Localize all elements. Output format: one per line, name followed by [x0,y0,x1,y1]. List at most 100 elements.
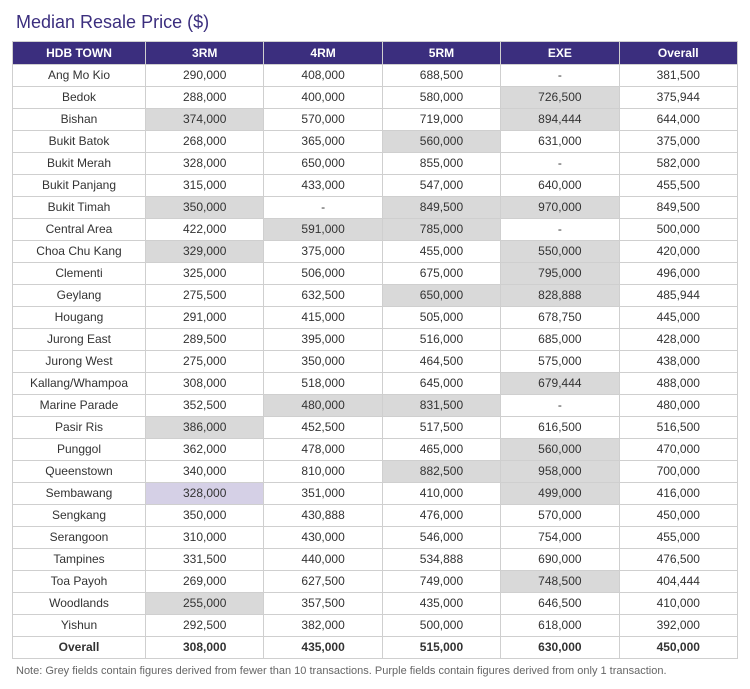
town-cell: Bedok [13,87,146,109]
value-cell: 688,500 [382,65,500,87]
value-cell: 435,000 [264,637,382,659]
town-cell: Pasir Ris [13,417,146,439]
value-cell: 365,000 [264,131,382,153]
value-cell: 645,000 [382,373,500,395]
value-cell: 435,000 [382,593,500,615]
value-cell: 754,000 [501,527,619,549]
value-cell: 690,000 [501,549,619,571]
value-cell: 726,500 [501,87,619,109]
col-exe: EXE [501,42,619,65]
value-cell: 575,000 [501,351,619,373]
table-row: Bedok288,000400,000580,000726,500375,944 [13,87,738,109]
value-cell: 632,500 [264,285,382,307]
town-cell: Geylang [13,285,146,307]
town-cell: Bukit Batok [13,131,146,153]
value-cell: 392,000 [619,615,737,637]
col-4rm: 4RM [264,42,382,65]
value-cell: 795,000 [501,263,619,285]
value-cell: 650,000 [264,153,382,175]
value-cell: 328,000 [146,483,264,505]
value-cell: 420,000 [619,241,737,263]
value-cell: 675,000 [382,263,500,285]
value-cell: 308,000 [146,373,264,395]
header-row: HDB TOWN 3RM 4RM 5RM EXE Overall [13,42,738,65]
value-cell: 485,944 [619,285,737,307]
town-cell: Punggol [13,439,146,461]
value-cell: - [264,197,382,219]
resale-price-table: HDB TOWN 3RM 4RM 5RM EXE Overall Ang Mo … [12,41,738,659]
value-cell: 560,000 [382,131,500,153]
value-cell: 618,000 [501,615,619,637]
value-cell: 516,500 [619,417,737,439]
value-cell: 849,500 [382,197,500,219]
value-cell: 480,000 [264,395,382,417]
table-row: Punggol362,000478,000465,000560,000470,0… [13,439,738,461]
value-cell: 310,000 [146,527,264,549]
value-cell: 308,000 [146,637,264,659]
value-cell: 496,000 [619,263,737,285]
value-cell: 505,000 [382,307,500,329]
table-row: Queenstown340,000810,000882,500958,00070… [13,461,738,483]
table-row: Bishan374,000570,000719,000894,444644,00… [13,109,738,131]
value-cell: 517,500 [382,417,500,439]
value-cell: 616,500 [501,417,619,439]
value-cell: 410,000 [619,593,737,615]
value-cell: 291,000 [146,307,264,329]
value-cell: 329,000 [146,241,264,263]
table-row: Clementi325,000506,000675,000795,000496,… [13,263,738,285]
value-cell: 395,000 [264,329,382,351]
value-cell: 422,000 [146,219,264,241]
value-cell: 452,500 [264,417,382,439]
table-row: Choa Chu Kang329,000375,000455,000550,00… [13,241,738,263]
value-cell: 445,000 [619,307,737,329]
value-cell: 292,500 [146,615,264,637]
value-cell: 465,000 [382,439,500,461]
table-row: Marine Parade352,500480,000831,500-480,0… [13,395,738,417]
value-cell: 855,000 [382,153,500,175]
town-cell: Queenstown [13,461,146,483]
value-cell: 350,000 [264,351,382,373]
value-cell: 381,500 [619,65,737,87]
town-cell: Ang Mo Kio [13,65,146,87]
value-cell: 415,000 [264,307,382,329]
table-row: Ang Mo Kio290,000408,000688,500-381,500 [13,65,738,87]
town-cell: Bukit Timah [13,197,146,219]
table-row: Yishun292,500382,000500,000618,000392,00… [13,615,738,637]
table-row: Pasir Ris386,000452,500517,500616,500516… [13,417,738,439]
value-cell: 430,888 [264,505,382,527]
value-cell: - [501,65,619,87]
value-cell: 534,888 [382,549,500,571]
value-cell: 810,000 [264,461,382,483]
town-cell: Hougang [13,307,146,329]
table-row: Bukit Timah350,000-849,500970,000849,500 [13,197,738,219]
value-cell: 440,000 [264,549,382,571]
value-cell: 275,500 [146,285,264,307]
value-cell: 958,000 [501,461,619,483]
value-cell: 500,000 [382,615,500,637]
value-cell: 288,000 [146,87,264,109]
value-cell: 828,888 [501,285,619,307]
value-cell: - [501,395,619,417]
value-cell: 455,000 [382,241,500,263]
value-cell: 400,000 [264,87,382,109]
value-cell: 570,000 [501,505,619,527]
town-cell: Tampines [13,549,146,571]
table-row: Serangoon310,000430,000546,000754,000455… [13,527,738,549]
value-cell: 785,000 [382,219,500,241]
col-5rm: 5RM [382,42,500,65]
value-cell: 476,500 [619,549,737,571]
value-cell: 516,000 [382,329,500,351]
value-cell: 450,000 [619,637,737,659]
town-cell: Central Area [13,219,146,241]
value-cell: 476,000 [382,505,500,527]
table-body: Ang Mo Kio290,000408,000688,500-381,500B… [13,65,738,659]
value-cell: 350,000 [146,197,264,219]
value-cell: 325,000 [146,263,264,285]
value-cell: 550,000 [501,241,619,263]
value-cell: 375,000 [264,241,382,263]
value-cell: 831,500 [382,395,500,417]
town-cell: Kallang/Whampoa [13,373,146,395]
value-cell: 640,000 [501,175,619,197]
page-title: Median Resale Price ($) [16,12,738,33]
table-row: Geylang275,500632,500650,000828,888485,9… [13,285,738,307]
